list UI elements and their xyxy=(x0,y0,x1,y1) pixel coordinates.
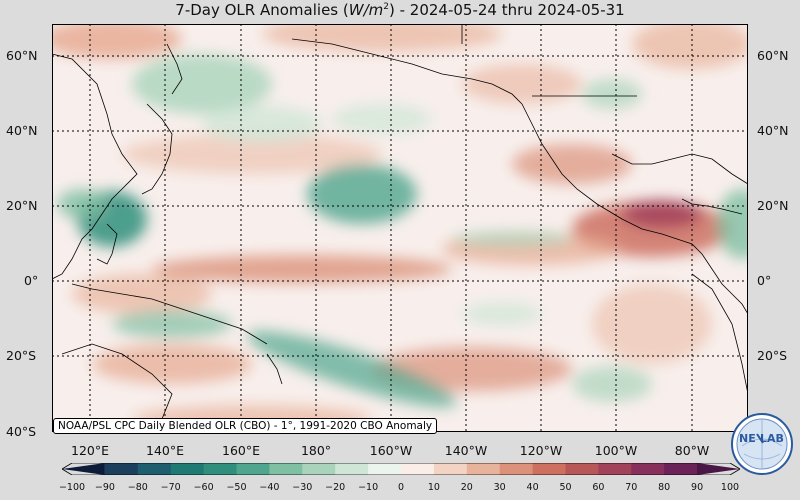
colorbar-tick-label: 50 xyxy=(559,482,572,493)
anomaly-field xyxy=(52,24,748,432)
colorbar-tick-label: −100 xyxy=(58,482,86,493)
colorbar-segment xyxy=(104,463,139,475)
lat-label-60n: 60°N xyxy=(6,48,38,63)
colorbar-segment xyxy=(401,463,435,475)
svg-text:NE: NE xyxy=(739,432,756,445)
nexlab-logo[interactable]: NE LAB xyxy=(730,412,794,476)
colorbar-tick-label: 70 xyxy=(625,482,638,493)
lat-label-equator: 0° xyxy=(24,273,39,288)
colorbar-tick-label: 0 xyxy=(397,482,405,493)
lon-label-120e: 120°E xyxy=(70,443,110,458)
lon-label-120w: 120°W xyxy=(519,443,563,458)
colorbar-tick-label: −80 xyxy=(127,482,148,493)
colorbar-tick-label: 10 xyxy=(427,482,440,493)
graticule xyxy=(52,24,748,432)
map-title: 7-Day OLR Anomalies (W/m2) - 2024-05-24 … xyxy=(175,1,625,19)
lat-label-20s-right: 20°S xyxy=(757,348,788,363)
olr-anomaly-map xyxy=(52,24,748,432)
colorbar-tick-label: 90 xyxy=(691,482,704,493)
colorbar-tick-label: −70 xyxy=(160,482,181,493)
colorbar-tick-label: −90 xyxy=(94,482,115,493)
lat-label-20n: 20°N xyxy=(6,198,38,213)
lon-label-180: 180° xyxy=(300,443,332,458)
colorbar-segment xyxy=(466,463,501,475)
colorbar-segment xyxy=(631,463,665,475)
lat-label-60n-right: 60°N xyxy=(757,48,789,63)
lon-label-100w: 100°W xyxy=(594,443,638,458)
colorbar-tick-label: 40 xyxy=(526,482,539,493)
colorbar-segment xyxy=(598,463,632,475)
lat-label-40n: 40°N xyxy=(6,123,38,138)
lat-label-20s: 20°S xyxy=(6,348,37,363)
colorbar-segment xyxy=(269,463,303,475)
colorbar-tick-label: 80 xyxy=(658,482,671,493)
colorbar-segment xyxy=(137,463,172,475)
colorbar-segment xyxy=(368,463,402,475)
lat-label-equator-right: 0° xyxy=(757,273,772,288)
colorbar-segment xyxy=(499,463,534,475)
colorbar-tick-label: −50 xyxy=(226,482,247,493)
colorbar-tick-label: −10 xyxy=(358,482,379,493)
colorbar xyxy=(62,463,740,475)
colorbar-tick-label: 20 xyxy=(460,482,473,493)
colorbar-segment xyxy=(664,463,698,475)
lon-label-160e: 160°E xyxy=(221,443,261,458)
colorbar-tick-label: 30 xyxy=(493,482,506,493)
lat-label-20n-right: 20°N xyxy=(757,198,789,213)
svg-text:LAB: LAB xyxy=(760,432,784,445)
lat-label-40s: 40°S xyxy=(6,424,37,439)
lon-label-160w: 160°W xyxy=(369,443,413,458)
colorbar-segment xyxy=(302,463,336,475)
lon-label-140w: 140°W xyxy=(444,443,488,458)
lon-label-80w: 80°W xyxy=(674,443,710,458)
colorbar-segment xyxy=(532,463,566,475)
colorbar-tick-label: −20 xyxy=(325,482,346,493)
colorbar-segment xyxy=(433,463,468,475)
colorbar-segment xyxy=(170,463,205,475)
colorbar-segment xyxy=(697,463,740,475)
colorbar-tick-label: −40 xyxy=(259,482,280,493)
lon-label-140e: 140°E xyxy=(145,443,185,458)
colorbar-segment xyxy=(236,463,270,475)
coastlines xyxy=(52,24,748,432)
data-attribution: NOAA/PSL CPC Daily Blended OLR (CBO) - 1… xyxy=(53,418,438,434)
colorbar-tick-label: −30 xyxy=(292,482,313,493)
colorbar-tick-label: 60 xyxy=(592,482,605,493)
lat-label-40n-right: 40°N xyxy=(757,123,789,138)
colorbar-segment xyxy=(335,463,369,475)
colorbar-segment xyxy=(62,463,105,475)
colorbar-segment xyxy=(203,463,237,475)
colorbar-tick-label: −60 xyxy=(193,482,214,493)
colorbar-segment xyxy=(565,463,599,475)
colorbar-tick-label: 100 xyxy=(720,482,740,493)
